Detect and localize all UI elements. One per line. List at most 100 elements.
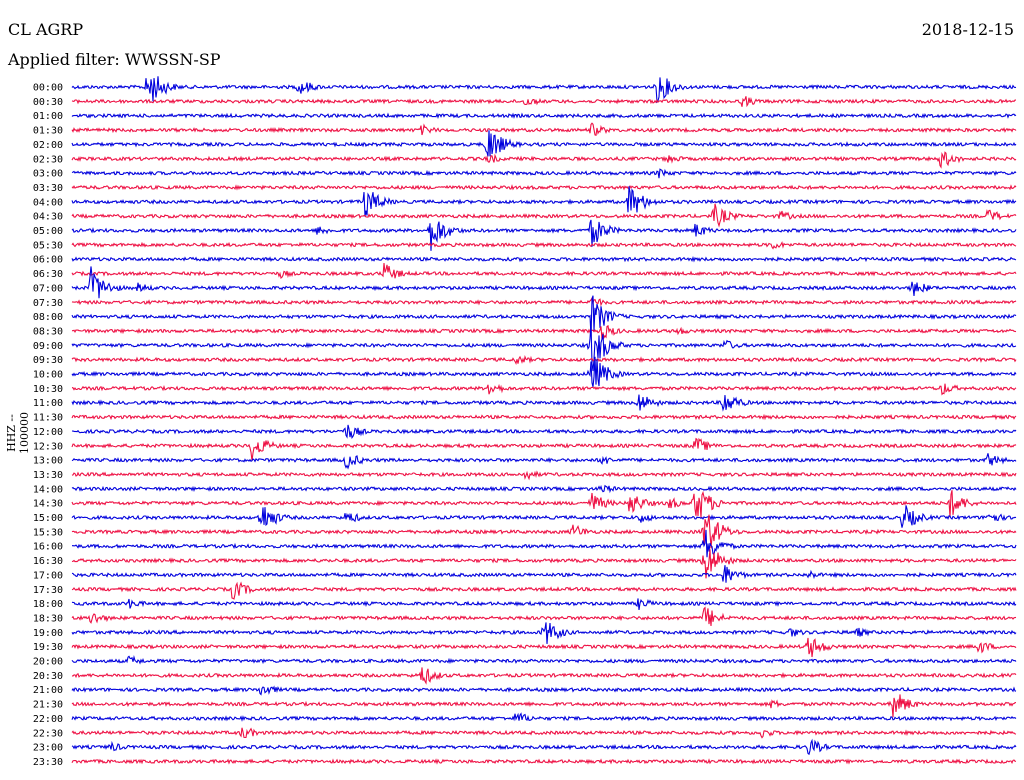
trace-1700 [71,565,1017,583]
trace-0930 [71,355,1017,365]
trace-0500 [71,219,1017,251]
tick-label-2330: 23:30 [33,757,63,768]
tick-label-0200: 02:00 [33,140,63,151]
tick-label-2200: 22:00 [33,714,63,725]
trace-0200 [71,130,1017,157]
tick-label-2000: 20:00 [33,657,63,668]
tick-label-0900: 09:00 [33,341,63,352]
tick-label-1230: 12:30 [33,441,63,452]
tick-label-1700: 17:00 [33,570,63,581]
tick-label-0030: 00:30 [33,97,63,108]
trace-0700 [71,266,1017,299]
tick-label-0430: 04:30 [33,212,63,223]
trace-0300 [71,168,1017,179]
trace-1030 [71,383,1017,396]
tick-label-0800: 08:00 [33,312,63,323]
trace-1230 [71,437,1017,461]
trace-2030 [71,667,1017,685]
trace-2000 [71,655,1017,665]
tick-label-1100: 11:00 [33,398,63,409]
trace-0000 [71,76,1017,104]
station-title: CL AGRP [8,20,84,39]
trace-1100 [71,394,1017,412]
trace-2300 [71,738,1017,756]
tick-label-1130: 11:30 [33,413,63,424]
tick-label-1830: 18:30 [33,613,63,624]
tick-label-1730: 17:30 [33,585,63,596]
tick-label-1930: 19:30 [33,642,63,653]
tick-label-0300: 03:00 [33,169,63,180]
tick-label-0100: 01:00 [33,111,63,122]
trace-1730 [71,581,1017,600]
trace-0800 [71,295,1017,337]
tick-label-0000: 00:00 [33,83,63,94]
tick-label-2100: 21:00 [33,685,63,696]
tick-label-2130: 21:30 [33,700,63,711]
trace-1500 [71,505,1017,528]
trace-2230 [71,727,1017,739]
tick-label-0400: 04:00 [33,197,63,208]
trace-1400 [71,484,1017,494]
tick-label-0730: 07:30 [33,298,63,309]
filter-label: Applied filter: WWSSN-SP [8,50,221,69]
tick-label-0830: 08:30 [33,326,63,337]
trace-1530 [71,514,1017,549]
trace-1430 [71,490,1017,518]
trace-0400 [71,186,1017,217]
trace-2200 [71,712,1017,722]
trace-0630 [71,263,1017,280]
tick-label-0500: 05:00 [33,226,63,237]
tick-label-1200: 12:00 [33,427,63,438]
trace-1630 [71,549,1017,579]
trace-0600 [71,255,1017,263]
trace-1600 [72,529,1017,558]
tick-label-1400: 14:00 [33,484,63,495]
trace-1830 [71,606,1017,627]
trace-0430 [71,203,1017,228]
trace-1930 [71,637,1017,658]
trace-2130 [71,694,1017,718]
tick-label-0700: 07:00 [33,283,63,294]
trace-0100 [71,112,1017,120]
trace-1800 [71,598,1017,610]
tick-label-1000: 10:00 [33,370,63,381]
trace-0530 [71,241,1017,250]
tick-label-1900: 19:00 [33,628,63,639]
tick-label-2230: 22:30 [33,728,63,739]
trace-0330 [71,184,1017,191]
tick-label-1430: 14:30 [33,499,63,510]
tick-label-1330: 13:30 [33,470,63,481]
tick-label-1030: 10:30 [33,384,63,395]
tick-label-1630: 16:30 [33,556,63,567]
tick-label-0930: 09:30 [33,355,63,366]
trace-1200 [71,424,1017,439]
trace-1000 [71,356,1017,388]
trace-1300 [71,453,1017,470]
trace-2330 [71,758,1017,765]
tick-label-2030: 20:30 [33,671,63,682]
trace-0830 [71,325,1017,340]
tick-label-1800: 18:00 [33,599,63,610]
tick-label-0330: 03:30 [33,183,63,194]
tick-label-0630: 06:30 [33,269,63,280]
trace-1130 [71,413,1017,421]
trace-0230 [71,151,1017,169]
trace-1330 [71,470,1017,481]
tick-label-1530: 15:30 [33,527,63,538]
tick-label-0130: 01:30 [33,126,63,137]
trace-2100 [71,685,1017,696]
trace-0900 [71,323,1017,372]
trace-0030 [71,96,1016,108]
trace-0730 [71,296,1017,307]
tick-label-2300: 23:00 [33,743,63,754]
tick-label-0530: 05:30 [33,240,63,251]
tick-label-1500: 15:00 [33,513,63,524]
date-label: 2018-12-15 [921,20,1014,39]
tick-label-0230: 02:30 [33,154,63,165]
trace-0130 [71,122,1017,137]
trace-1900 [71,622,1017,644]
tick-label-1600: 16:00 [33,542,63,553]
tick-label-1300: 13:00 [33,456,63,467]
tick-label-0600: 06:00 [33,255,63,266]
